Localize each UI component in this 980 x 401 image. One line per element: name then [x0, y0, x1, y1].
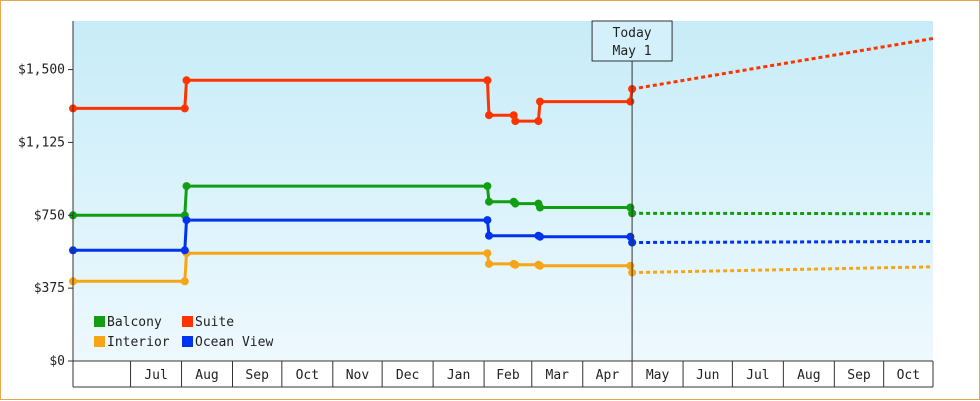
today-label: Today [613, 26, 652, 41]
plot-background [73, 21, 933, 361]
y-tick-label: $0 [49, 354, 65, 369]
data-point[interactable] [483, 76, 491, 84]
y-tick-label: $1,500 [18, 63, 65, 78]
data-point[interactable] [181, 104, 189, 112]
data-point[interactable] [181, 246, 189, 254]
data-point[interactable] [181, 277, 189, 285]
legend-label: Interior [107, 335, 170, 350]
x-tick-label: Jul [746, 368, 769, 383]
legend-swatch [182, 336, 193, 347]
data-point[interactable] [511, 261, 519, 269]
data-point[interactable] [183, 216, 191, 224]
data-point[interactable] [485, 198, 493, 206]
data-point[interactable] [536, 233, 544, 241]
legend-label: Suite [195, 315, 234, 330]
legend-swatch [182, 316, 193, 327]
x-tick-label: Aug [797, 368, 820, 383]
x-tick-label: Sep [847, 368, 871, 383]
y-tick-label: $1,125 [18, 135, 65, 150]
data-point[interactable] [483, 182, 491, 190]
legend-label: Ocean View [195, 335, 273, 350]
data-point[interactable] [183, 76, 191, 84]
legend-label: Balcony [107, 315, 162, 330]
x-tick-label: Mar [546, 368, 570, 383]
x-tick-label: Aug [195, 368, 218, 383]
data-point[interactable] [536, 262, 544, 270]
series-projection [632, 242, 933, 243]
x-tick-label: Jul [144, 368, 167, 383]
x-tick-label: Oct [897, 368, 920, 383]
data-point[interactable] [485, 232, 493, 240]
x-tick-label: Sep [245, 368, 269, 383]
y-tick-label: $375 [34, 281, 65, 296]
data-point[interactable] [511, 200, 519, 208]
data-point[interactable] [485, 260, 493, 268]
data-point[interactable] [536, 204, 544, 212]
data-point[interactable] [183, 182, 191, 190]
today-date: May 1 [613, 44, 652, 59]
data-point[interactable] [534, 117, 542, 125]
y-tick-label: $750 [34, 208, 65, 223]
x-tick-label: Jun [696, 368, 719, 383]
legend-swatch [94, 336, 105, 347]
x-tick-label: Nov [346, 368, 370, 383]
x-tick-label: Feb [496, 368, 520, 383]
x-tick-label: Jan [447, 368, 470, 383]
data-point[interactable] [485, 111, 493, 119]
x-tick-label: Dec [396, 368, 419, 383]
legend-swatch [94, 316, 105, 327]
data-point[interactable] [483, 216, 491, 224]
legend-item[interactable]: Ocean View [182, 335, 273, 350]
data-point[interactable] [483, 249, 491, 257]
x-tick-label: May [646, 368, 670, 383]
x-tick-label: Apr [596, 368, 620, 383]
x-tick-label: Oct [296, 368, 319, 383]
data-point[interactable] [536, 98, 544, 106]
data-point[interactable] [626, 262, 634, 270]
data-point[interactable] [511, 117, 519, 125]
data-point[interactable] [626, 98, 634, 106]
